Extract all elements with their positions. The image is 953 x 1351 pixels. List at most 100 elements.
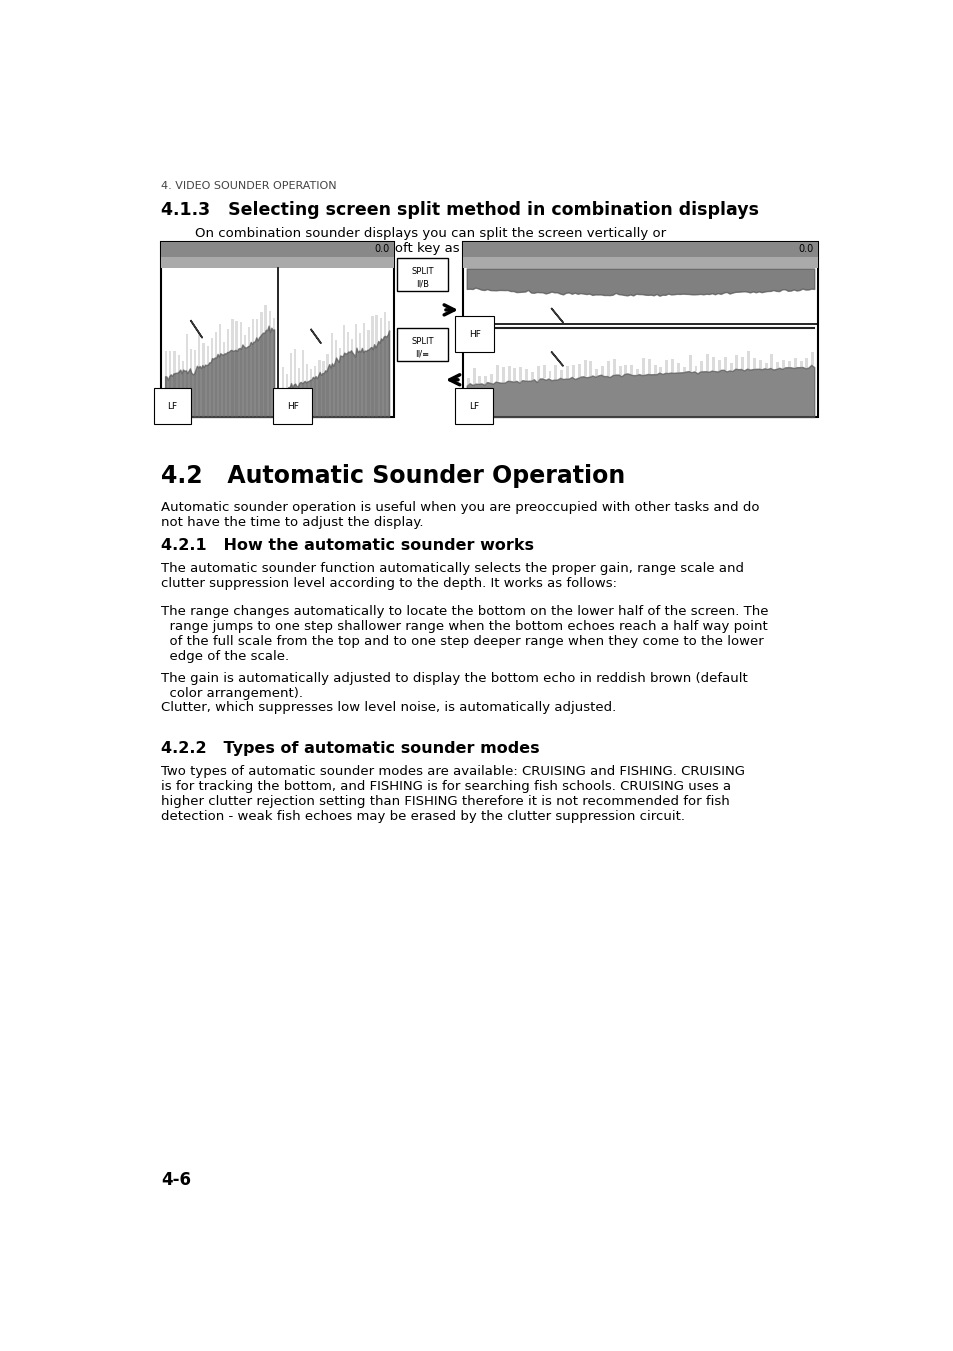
Bar	[367, 330, 369, 417]
Bar	[264, 305, 267, 417]
Bar	[206, 346, 209, 417]
Bar	[202, 343, 204, 417]
Bar	[548, 370, 551, 378]
Bar	[624, 365, 627, 374]
Bar	[351, 339, 353, 417]
Bar	[239, 323, 242, 417]
Bar	[310, 369, 312, 417]
Bar	[578, 363, 580, 378]
Bar	[641, 358, 644, 376]
Bar	[729, 363, 732, 370]
Bar	[235, 320, 237, 417]
Bar	[379, 319, 381, 417]
Text: LF: LF	[469, 401, 478, 411]
Bar	[342, 324, 345, 417]
Bar	[600, 366, 603, 374]
Bar	[161, 257, 394, 269]
Bar	[227, 330, 229, 417]
Bar	[531, 372, 534, 381]
Bar	[387, 322, 390, 417]
Bar	[383, 312, 385, 417]
Bar	[688, 355, 691, 372]
Bar	[396, 328, 447, 361]
Bar	[161, 242, 394, 257]
Bar	[630, 365, 633, 374]
Bar	[281, 367, 283, 417]
Bar	[248, 327, 250, 417]
Bar	[799, 361, 801, 367]
Bar	[647, 359, 650, 374]
Text: SPLIT: SPLIT	[411, 267, 434, 276]
Bar	[752, 358, 755, 369]
Bar	[484, 376, 487, 385]
Bar	[636, 369, 639, 376]
Bar	[770, 354, 773, 367]
Text: HF: HF	[287, 401, 298, 411]
Text: 4. VIDEO SOUNDER OPERATION: 4. VIDEO SOUNDER OPERATION	[161, 181, 336, 190]
Bar	[330, 334, 333, 417]
Bar	[606, 361, 609, 376]
Bar	[177, 354, 179, 417]
Bar	[507, 366, 510, 381]
Text: Ⅱ/B: Ⅱ/B	[416, 280, 429, 289]
Bar	[198, 331, 200, 417]
Text: Ⅱ/≡: Ⅱ/≡	[415, 350, 429, 358]
Bar	[542, 365, 545, 378]
Bar	[269, 311, 271, 417]
Bar	[758, 361, 760, 369]
Text: 4-6: 4-6	[161, 1171, 192, 1189]
Bar	[595, 369, 598, 377]
Bar	[682, 366, 685, 373]
Bar	[273, 319, 274, 417]
Bar	[252, 319, 254, 417]
Text: The automatic sounder function automatically selects the proper gain, range scal: The automatic sounder function automatic…	[161, 562, 743, 589]
Bar	[318, 359, 320, 417]
Bar	[214, 332, 216, 417]
Bar	[583, 361, 586, 377]
Text: 0.0: 0.0	[375, 245, 390, 254]
Bar	[256, 319, 258, 417]
Text: Automatic sounder operation is useful when you are preoccupied with other tasks : Automatic sounder operation is useful wh…	[161, 501, 760, 530]
Bar	[302, 350, 304, 417]
Bar	[700, 361, 702, 372]
Bar	[490, 374, 493, 382]
Text: SPLIT: SPLIT	[411, 338, 434, 346]
Bar	[793, 358, 796, 367]
Text: Clutter, which suppresses low level noise, is automatically adjusted.: Clutter, which suppresses low level nois…	[161, 701, 616, 713]
Bar	[338, 349, 340, 417]
Bar	[565, 366, 568, 378]
Bar	[618, 366, 621, 374]
Text: HF: HF	[469, 330, 480, 339]
Bar	[711, 357, 714, 370]
Text: On combination sounder displays you can split the screen vertically or
horizonta: On combination sounder displays you can …	[194, 227, 665, 254]
Bar	[358, 334, 361, 417]
Bar	[173, 351, 175, 417]
Bar	[571, 365, 575, 377]
Bar	[363, 323, 365, 417]
Bar	[322, 361, 324, 417]
Bar	[306, 363, 308, 417]
Text: Two types of automatic sounder modes are available: CRUISING and FISHING. CRUISI: Two types of automatic sounder modes are…	[161, 766, 744, 824]
Bar	[294, 349, 295, 417]
Bar	[787, 361, 790, 367]
Bar	[244, 335, 246, 417]
Bar	[776, 362, 779, 369]
Bar	[218, 324, 221, 417]
Text: The range changes automatically to locate the bottom on the lower half of the sc: The range changes automatically to locat…	[161, 605, 768, 663]
Bar	[740, 357, 743, 369]
Bar	[161, 242, 394, 417]
Bar	[554, 365, 557, 380]
Bar	[211, 338, 213, 417]
Text: 4.2.1   How the automatic sounder works: 4.2.1 How the automatic sounder works	[161, 538, 534, 553]
Bar	[347, 332, 349, 417]
Bar	[462, 242, 817, 257]
Text: 4.2   Automatic Sounder Operation: 4.2 Automatic Sounder Operation	[161, 463, 625, 488]
Bar	[193, 350, 196, 417]
Bar	[804, 358, 807, 369]
Text: The gain is automatically adjusted to display the bottom echo in reddish brown (: The gain is automatically adjusted to di…	[161, 671, 747, 700]
Bar	[165, 351, 167, 417]
Bar	[285, 374, 288, 417]
Bar	[355, 324, 357, 417]
Bar	[664, 359, 667, 373]
Bar	[659, 367, 661, 373]
